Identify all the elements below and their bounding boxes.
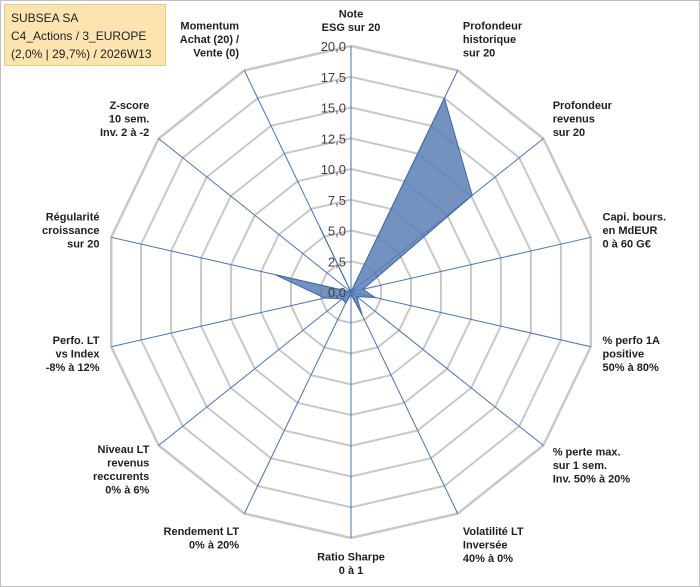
tick-label: 0,0	[328, 285, 346, 300]
company-name: SUBSEA SA	[11, 11, 79, 25]
tick-label: 17,5	[321, 70, 346, 85]
axis-label: Perfo. LT vs Index -8% à 12%	[46, 335, 101, 374]
tick-label: 12,5	[321, 131, 346, 146]
tick-label: 7,5	[328, 193, 346, 208]
tick-label: 10,0	[321, 162, 346, 177]
axis-spoke	[158, 138, 352, 293]
axis-spoke	[158, 291, 352, 446]
axis-label: % perte max. sur 1 sem. Inv. 50% à 20%	[553, 447, 631, 486]
axis-spoke	[350, 291, 459, 514]
axis-label: Z-score 10 sem. Inv. 2 à -2	[100, 100, 149, 139]
category-label: C4_Actions / 3_EUROPE	[11, 29, 147, 43]
radar-tick-labels: 0,0 2,5 5,0 7,5 10,0 12,5 15,0 17,5 20,0	[321, 39, 346, 300]
axis-label: Capi. bours. en MdEUR 0 à 60 G€	[603, 211, 667, 250]
axis-label: Ratio Sharpe 0 à 1	[317, 552, 385, 578]
axis-label: Régularité croissance sur 20	[42, 211, 99, 250]
tick-label: 5,0	[328, 224, 346, 239]
axis-label: % perfo 1A positive 50% à 80%	[603, 335, 661, 374]
axis-spoke	[350, 291, 544, 446]
info-box: SUBSEA SA C4_Actions / 3_EUROPE (2,0% | …	[4, 4, 166, 66]
axis-spoke	[350, 236, 591, 293]
radar-axis-labels: Note ESG sur 20 Profondeur historique sur 20…	[42, 9, 666, 578]
tick-label: 20,0	[321, 39, 346, 54]
axis-spoke	[243, 291, 352, 514]
axis-label: Note ESG sur 20	[322, 9, 381, 35]
axis-label: Momentum Achat (20) / Vente (0)	[180, 21, 240, 60]
series-area	[275, 96, 473, 316]
tick-label: 15,0	[321, 101, 346, 116]
axis-spoke	[111, 291, 352, 348]
axis-label: Rendement LT 0% à 20%	[164, 526, 240, 552]
axis-label: Profondeur revenus sur 20	[553, 100, 613, 139]
radar-series	[275, 96, 473, 316]
axis-label: Profondeur historique sur 20	[463, 21, 523, 60]
period-label: (2,0% | 29,7%) / 2026W13	[11, 47, 152, 61]
axis-label: Volatilité LT Inversée 40% à 0%	[463, 526, 524, 565]
axis-label: Niveau LT revenus reccurents 0% à 6%	[93, 444, 150, 497]
tick-label: 2,5	[328, 254, 346, 269]
axis-spoke	[350, 291, 591, 348]
